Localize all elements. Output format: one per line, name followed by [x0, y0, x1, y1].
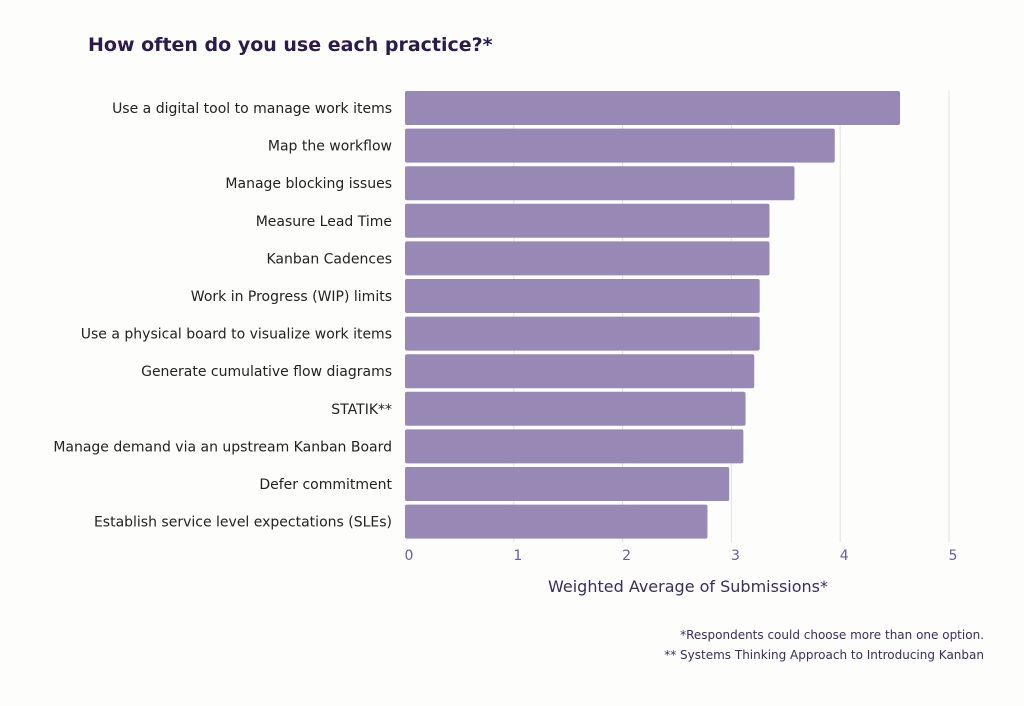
bar [405, 316, 760, 351]
category-label: Defer commitment [259, 477, 392, 493]
category-label: Manage blocking issues [225, 176, 392, 192]
x-tick-label: 5 [949, 548, 958, 564]
x-tick-label: 4 [840, 548, 849, 564]
x-axis-label: Weighted Average of Submissions* [548, 577, 828, 596]
bar [405, 128, 835, 163]
footnote-1: *Respondents could choose more than one … [680, 628, 984, 642]
x-tick-label: 3 [731, 548, 740, 564]
bar [405, 429, 744, 464]
category-label: Use a digital tool to manage work items [112, 101, 392, 117]
chart-title: How often do you use each practice?* [88, 34, 493, 56]
bar [405, 504, 708, 539]
footnote-2: ** Systems Thinking Approach to Introduc… [664, 648, 984, 662]
bar [405, 203, 770, 238]
category-label: Manage demand via an upstream Kanban Boa… [53, 439, 392, 455]
category-label: Kanban Cadences [266, 251, 392, 267]
bar [405, 467, 730, 501]
x-tick-label: 0 [405, 548, 414, 564]
category-label: Generate cumulative flow diagrams [141, 364, 392, 380]
x-tick-label: 1 [513, 548, 522, 564]
category-label: Work in Progress (WIP) limits [191, 289, 392, 305]
bar [405, 279, 760, 313]
x-tick-label: 2 [622, 548, 631, 564]
bar [405, 391, 746, 426]
bar [405, 91, 901, 125]
category-label: Measure Lead Time [256, 214, 392, 230]
category-label: Use a physical board to visualize work i… [81, 327, 392, 343]
category-label: Establish service level expectations (SL… [94, 515, 392, 531]
bar [405, 354, 755, 389]
category-label: STATIK** [331, 402, 392, 418]
bar [405, 166, 795, 201]
category-label: Map the workflow [268, 139, 392, 155]
bar [405, 241, 770, 276]
